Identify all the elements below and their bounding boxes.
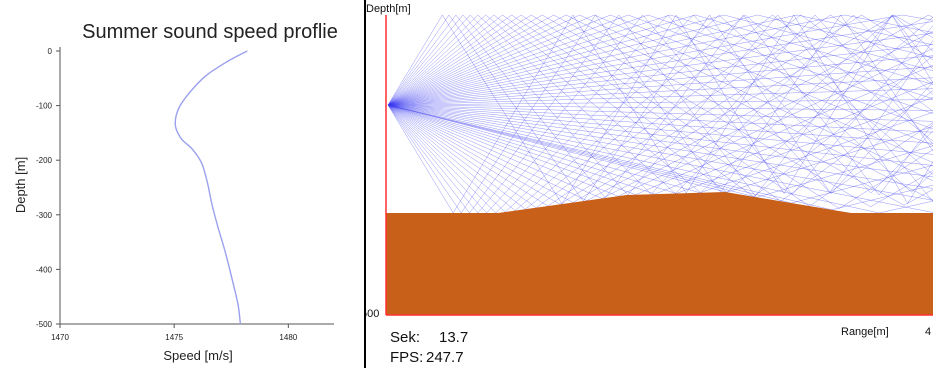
ray-trace-view: Depth[m] 500 Range[m] 4 Sek: 13.7 FPS: 2… xyxy=(366,3,933,366)
seabed-shape xyxy=(386,192,933,315)
sound-ray xyxy=(387,14,933,201)
profile-x-axis-label: Speed [m/s] xyxy=(163,348,232,363)
profile-x-tick-label: 1475 xyxy=(165,333,183,342)
sound-ray xyxy=(387,14,933,182)
sound-ray xyxy=(387,88,933,106)
sound-ray xyxy=(387,14,933,198)
sound-ray xyxy=(387,104,933,213)
profile-y-tick-label: -400 xyxy=(36,265,53,274)
sound-ray xyxy=(387,14,933,106)
sound-ray xyxy=(387,14,933,214)
fps-value: 247.7 xyxy=(426,349,464,366)
sound-ray xyxy=(387,104,933,189)
sound-ray xyxy=(387,14,933,146)
sound-ray xyxy=(387,104,933,111)
max-depth-label: 500 xyxy=(366,308,379,320)
sound-ray xyxy=(387,99,933,106)
sound-ray xyxy=(387,14,933,209)
fps-label: FPS: xyxy=(390,349,423,366)
sound-ray xyxy=(387,14,933,207)
profile-x-tick-label: 1480 xyxy=(279,333,297,342)
sound-ray xyxy=(387,14,933,205)
sound-speed-profile-panel: Summer sound speed proflie Depth [m] Spe… xyxy=(0,0,366,368)
sound-ray xyxy=(387,81,933,195)
sound-ray xyxy=(387,14,933,201)
sound-ray xyxy=(387,44,933,106)
sound-ray xyxy=(387,14,933,199)
sound-ray xyxy=(387,14,933,130)
sound-ray xyxy=(387,66,933,106)
profile-y-tick-label: -100 xyxy=(36,102,53,111)
profile-y-tick-label: -300 xyxy=(36,211,53,220)
sound-ray xyxy=(387,104,933,198)
sound-ray xyxy=(387,14,933,214)
sound-ray xyxy=(387,14,933,210)
sound-ray xyxy=(387,77,933,106)
sound-ray xyxy=(387,14,933,106)
sound-ray xyxy=(387,14,933,203)
sound-ray xyxy=(387,14,933,214)
sound-ray xyxy=(387,14,933,106)
sound-ray xyxy=(387,14,933,209)
ray-trace-panel: Depth[m] 500 Range[m] 4 Sek: 13.7 FPS: 2… xyxy=(366,0,933,368)
profile-y-axis-label: Depth [m] xyxy=(13,157,28,213)
sound-ray xyxy=(387,14,933,114)
sound-ray xyxy=(387,14,933,214)
sound-ray xyxy=(387,48,933,197)
sound-ray xyxy=(387,14,933,214)
sound-ray xyxy=(387,14,933,106)
sound-ray xyxy=(387,14,933,207)
sound-ray xyxy=(387,14,933,211)
sound-ray xyxy=(387,14,933,202)
profile-y-tick-label: -500 xyxy=(36,320,53,329)
depth-axis-label: Depth[m] xyxy=(366,3,411,15)
sound-ray xyxy=(387,55,933,106)
sek-label: Sek: xyxy=(390,329,420,346)
sound-ray xyxy=(387,14,933,206)
sound-ray xyxy=(387,14,933,106)
profile-title: Summer sound speed proflie xyxy=(82,21,338,43)
sound-ray xyxy=(387,14,933,193)
sound-ray xyxy=(387,64,933,195)
sek-value: 13.7 xyxy=(439,329,468,346)
profile-series-line xyxy=(174,50,248,325)
sound-ray xyxy=(387,21,933,106)
sound-ray xyxy=(387,104,933,144)
sound-ray xyxy=(387,14,933,106)
sound-ray xyxy=(387,104,933,133)
sound-speed-profile-chart: Summer sound speed proflie Depth [m] Spe… xyxy=(13,21,338,363)
sound-ray xyxy=(387,14,933,213)
sound-ray xyxy=(387,14,933,208)
sound-ray xyxy=(387,14,933,195)
profile-y-tick-label: -200 xyxy=(36,156,53,165)
profile-x-tick-label: 1470 xyxy=(51,333,69,342)
range-axis-label: Range[m] xyxy=(841,326,889,338)
profile-y-tick-label: 0 xyxy=(48,47,53,56)
range-axis-value: 4 xyxy=(925,326,931,338)
sound-ray xyxy=(387,97,933,194)
sound-ray xyxy=(387,14,933,163)
sound-rays xyxy=(387,14,933,214)
